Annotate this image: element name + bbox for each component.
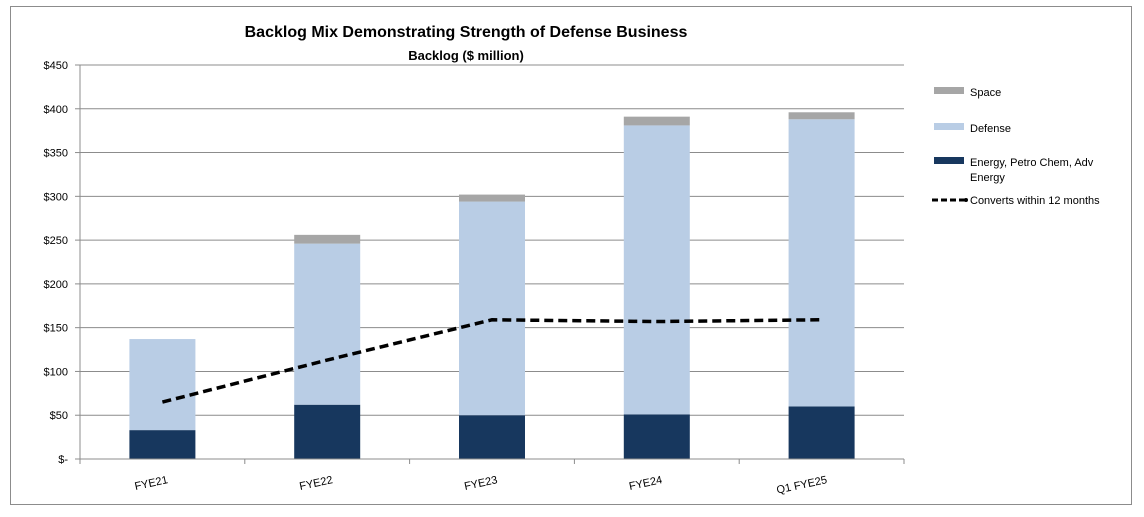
chart-title: Backlog Mix Demonstrating Strength of De…	[245, 24, 688, 41]
y-tick-label: $250	[44, 235, 68, 247]
legend-label: Defense	[970, 123, 1011, 135]
bar-space-fye23	[459, 194, 525, 202]
x-tick-label: FYE24	[628, 474, 663, 493]
bar-energy-fye21	[129, 430, 196, 459]
y-tick-label: $400	[44, 104, 68, 116]
bar-defense-q1-fye25	[788, 119, 855, 407]
legend-swatch	[934, 123, 964, 130]
legend-label: Energy, Petro Chem, Adv Energy	[970, 157, 1094, 184]
bar-stacks	[129, 112, 855, 459]
bar-space-q1-fye25	[788, 112, 855, 120]
bar-energy-q1-fye25	[788, 406, 855, 459]
gridlines	[80, 64, 904, 416]
y-tick-label: $100	[44, 366, 68, 378]
chart-frame	[10, 6, 1132, 505]
y-tick-label: $450	[44, 60, 68, 72]
bar-defense-fye23	[459, 201, 525, 416]
x-tick-label: FYE23	[463, 474, 498, 493]
bar-energy-fye22	[294, 404, 361, 459]
y-tick-label: $50	[50, 410, 68, 422]
axes: $- $50 $100 $150 $200 $250 $300 $350 $400 $450 FYE…	[44, 60, 905, 497]
legend-swatch	[934, 87, 964, 94]
bar-defense-fye21	[129, 339, 196, 431]
bar-energy-fye23	[459, 415, 525, 459]
y-tick-label: $-	[58, 454, 68, 466]
bar-energy-fye24	[623, 414, 690, 459]
legend-swatch	[934, 157, 964, 164]
bar-space-fye22	[294, 234, 361, 244]
bar-defense-fye22	[294, 243, 361, 405]
x-tick-label: FYE21	[134, 474, 169, 493]
y-tick-label: $350	[44, 148, 68, 160]
legend: Space Defense Energy, Petro Chem, Adv Energ…	[932, 87, 1100, 207]
chart-subtitle: Backlog ($ million)	[408, 48, 524, 63]
legend-line-marker	[964, 198, 968, 202]
bar-space-fye24	[623, 116, 690, 126]
x-tick-label: Q1 FYE25	[775, 474, 828, 496]
y-tick-label: $300	[44, 191, 68, 203]
bar-defense-fye24	[623, 125, 690, 415]
x-tick-label: FYE22	[298, 474, 333, 493]
legend-label: Space	[970, 87, 1001, 99]
converts-line	[161, 318, 822, 404]
y-tick-label: $200	[44, 279, 68, 291]
legend-label: Converts within 12 months	[970, 195, 1100, 207]
converts-within-12-months-line	[161, 318, 822, 404]
y-tick-label: $150	[44, 323, 68, 335]
